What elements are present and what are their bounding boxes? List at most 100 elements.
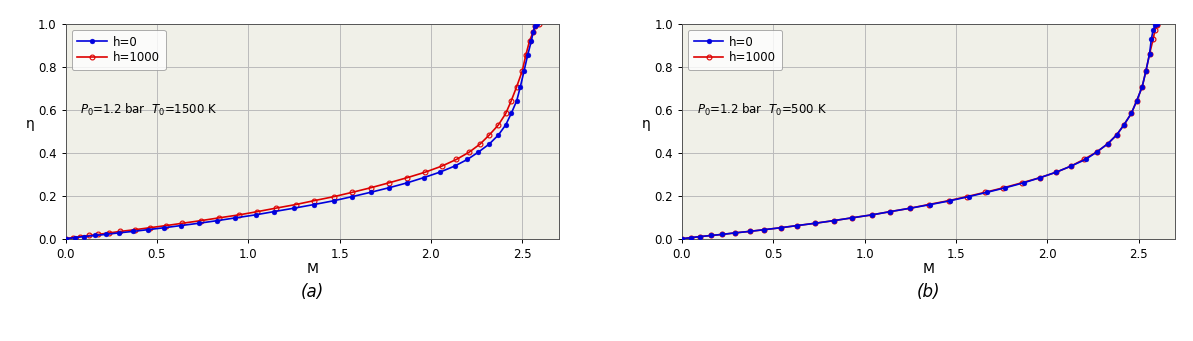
h=1000	[509, 85, 524, 89]
h=1000	[128, 228, 142, 232]
h=0	[773, 226, 787, 230]
h=1000	[959, 195, 973, 199]
h=0	[827, 219, 841, 223]
h=1000	[66, 236, 80, 240]
h=1000	[728, 231, 742, 235]
h=1000	[531, 22, 545, 26]
h=0	[400, 181, 414, 185]
h=1000	[1146, 37, 1161, 41]
h=1000	[58, 237, 73, 241]
h=0	[675, 237, 690, 241]
h=1000	[903, 206, 917, 210]
h=1000	[1014, 181, 1028, 185]
h=0	[192, 221, 206, 225]
h=0	[327, 198, 341, 203]
h=0	[808, 221, 822, 225]
h=0	[1117, 123, 1131, 127]
h=0	[1016, 181, 1031, 185]
h=0	[345, 195, 359, 199]
Line: h=0: h=0	[63, 21, 539, 241]
h=0	[1150, 22, 1164, 26]
h=0	[509, 99, 524, 103]
h=1000	[941, 198, 956, 203]
h=0	[267, 210, 282, 214]
h=0	[513, 85, 527, 89]
h=0	[68, 236, 82, 240]
Line: h=1000: h=1000	[680, 21, 1160, 241]
h=1000	[758, 228, 772, 232]
h=1000	[382, 181, 396, 185]
h=0	[1049, 170, 1063, 174]
h=0	[704, 234, 718, 238]
h=0	[1143, 52, 1157, 56]
h=1000	[1117, 123, 1131, 127]
h=1000	[704, 234, 718, 238]
h=1000	[289, 203, 303, 207]
h=1000	[1049, 170, 1063, 174]
h=1000	[790, 224, 804, 228]
h=0	[962, 195, 976, 199]
h=1000	[996, 186, 1010, 190]
Text: (b): (b)	[916, 283, 940, 301]
h=1000	[675, 237, 690, 241]
h=0	[173, 224, 187, 228]
X-axis label: M: M	[922, 262, 934, 276]
h=0	[1135, 85, 1149, 89]
h=1000	[515, 69, 530, 73]
h=1000	[526, 30, 540, 34]
Legend: h=0, h=1000: h=0, h=1000	[72, 30, 166, 70]
h=1000	[684, 236, 698, 240]
h=1000	[251, 210, 265, 214]
h=0	[99, 232, 113, 236]
h=0	[499, 123, 513, 127]
h=0	[87, 234, 101, 238]
h=1000	[419, 170, 433, 174]
Text: $P_0$=1.2 bar  $T_0$=500 K: $P_0$=1.2 bar $T_0$=500 K	[697, 102, 827, 118]
h=0	[1124, 112, 1138, 116]
h=0	[447, 164, 462, 168]
h=1000	[159, 224, 173, 228]
h=1000	[103, 231, 117, 235]
h=1000	[865, 213, 879, 217]
h=0	[1033, 176, 1047, 180]
h=1000	[1143, 52, 1157, 56]
h=1000	[1150, 22, 1164, 26]
h=1000	[1089, 150, 1104, 154]
h=1000	[175, 221, 190, 225]
X-axis label: M: M	[307, 262, 319, 276]
h=1000	[212, 216, 227, 220]
h=0	[492, 133, 506, 137]
Y-axis label: η: η	[642, 117, 650, 131]
h=0	[248, 213, 262, 217]
h=1000	[73, 235, 87, 239]
h=1000	[742, 229, 756, 234]
h=0	[1130, 99, 1144, 103]
h=1000	[1148, 28, 1162, 32]
h=0	[471, 150, 486, 154]
h=1000	[773, 226, 787, 230]
h=1000	[450, 158, 464, 162]
h=0	[865, 213, 879, 217]
h=0	[693, 235, 707, 239]
h=1000	[1076, 158, 1090, 162]
h=1000	[307, 198, 321, 203]
h=0	[883, 210, 897, 214]
h=0	[111, 231, 125, 235]
Y-axis label: η: η	[25, 117, 35, 131]
h=1000	[808, 221, 822, 225]
h=1000	[883, 210, 897, 214]
h=0	[1064, 164, 1078, 168]
Line: h=1000: h=1000	[63, 21, 542, 241]
h=1000	[231, 213, 246, 217]
h=0	[1078, 158, 1093, 162]
h=1000	[827, 219, 841, 223]
h=0	[790, 224, 804, 228]
h=1000	[1135, 85, 1149, 89]
h=1000	[1139, 69, 1154, 73]
h=0	[758, 228, 772, 232]
Text: (a): (a)	[301, 283, 323, 301]
h=1000	[1150, 23, 1164, 27]
h=0	[903, 206, 917, 210]
h=0	[1146, 28, 1161, 32]
h=1000	[268, 206, 283, 210]
